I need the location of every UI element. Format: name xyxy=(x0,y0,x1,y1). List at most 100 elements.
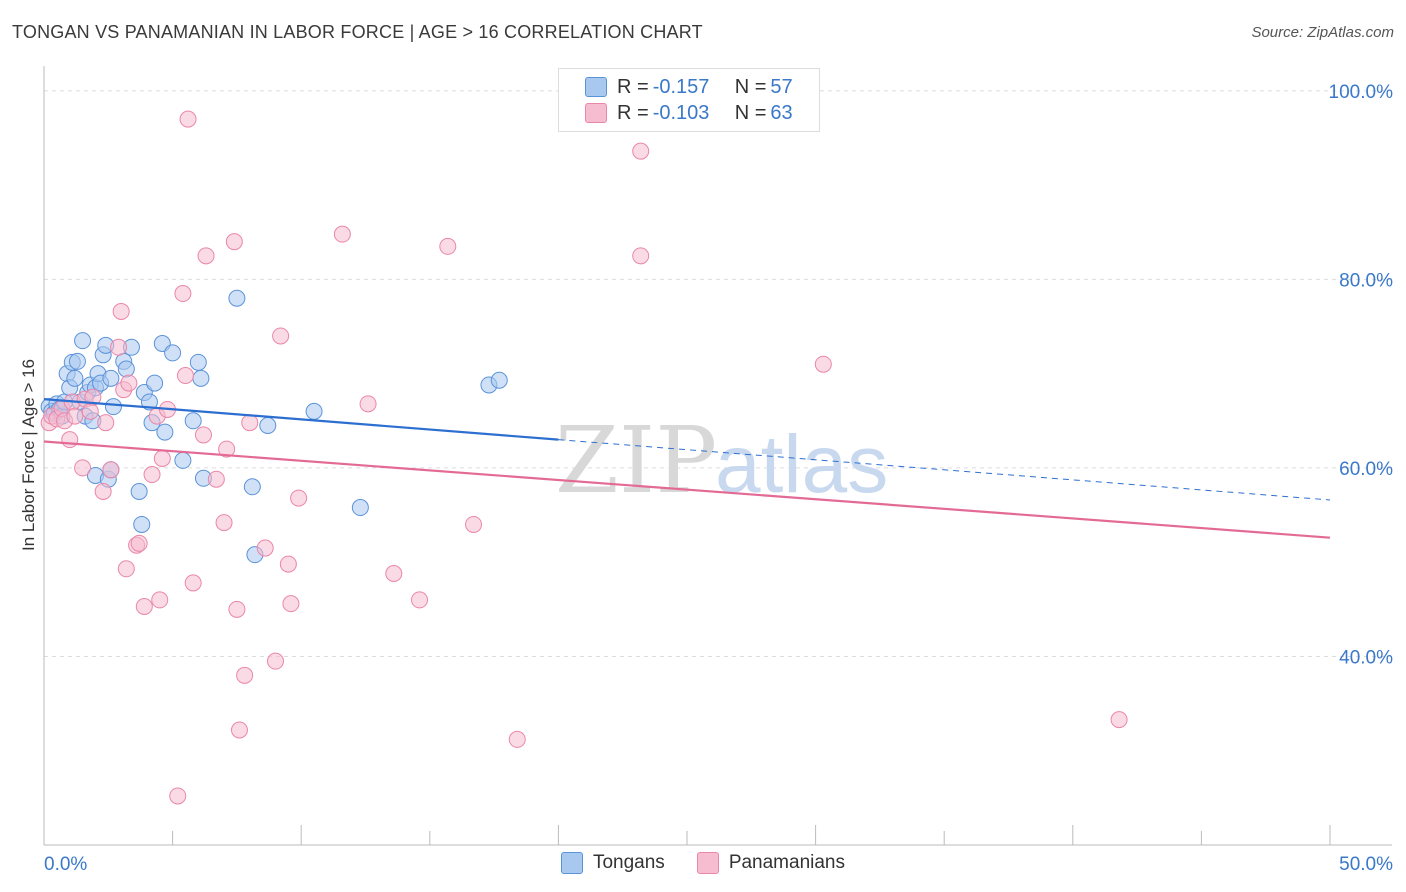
legend: Tongans Panamanians xyxy=(0,852,1406,874)
panamanian-point xyxy=(272,327,290,345)
tongan-point xyxy=(184,412,202,430)
panamanian-point xyxy=(508,730,526,748)
panamanian-point xyxy=(110,338,128,356)
panamanian-point xyxy=(97,414,115,432)
panamanian-point xyxy=(290,489,308,507)
r-label: R = xyxy=(617,101,649,124)
tongan-point xyxy=(146,374,164,392)
panamanian-point xyxy=(194,426,212,444)
tongan-point xyxy=(305,402,323,420)
chart-title: TONGAN VS PANAMANIAN IN LABOR FORCE | AG… xyxy=(12,22,703,42)
panamanian-point xyxy=(130,534,148,552)
y-tick-label: 60.0% xyxy=(1339,459,1393,480)
watermark-atlas: atlas xyxy=(715,419,888,510)
y-tick-labels: 40.0% 60.0% 80.0% 100.0% xyxy=(1329,82,1394,669)
panamanian-point xyxy=(465,515,483,533)
panamanian-point xyxy=(439,237,457,255)
y-tick-label: 40.0% xyxy=(1339,647,1393,668)
panamanian-point xyxy=(135,598,153,616)
y-tick-label: 100.0% xyxy=(1329,82,1394,103)
n-value-tongans: 57 xyxy=(770,75,793,98)
tongans-legend-swatch xyxy=(560,852,583,874)
legend-item-panamanians[interactable]: Panamanians xyxy=(696,852,846,874)
r-value-tongans: -0.157 xyxy=(652,75,710,98)
tongan-trend-line xyxy=(43,398,559,441)
panamanian-point xyxy=(169,787,187,805)
panamanian-point xyxy=(117,560,135,578)
panamanian-point xyxy=(143,466,161,484)
x-tick-label: 50.0% xyxy=(1339,854,1393,875)
tongan-trend-line-extension xyxy=(558,439,1331,501)
stats-row-tongans: R = -0.157 N = 57 xyxy=(585,74,793,100)
panamanian-point xyxy=(84,388,102,406)
panamanian-point xyxy=(207,470,225,488)
tongan-point xyxy=(133,515,151,533)
panamanian-point xyxy=(120,374,138,392)
tongan-point xyxy=(351,499,369,517)
tongan-point xyxy=(243,478,261,496)
r-value-panamanians: -0.103 xyxy=(652,101,710,124)
axes xyxy=(43,66,1392,846)
panamanian-point xyxy=(632,142,650,160)
stats-row-panamanians: R = -0.103 N = 63 xyxy=(585,100,793,126)
tongan-point xyxy=(66,369,84,387)
tongan-point xyxy=(117,360,135,378)
panamanians-legend-swatch xyxy=(696,852,719,874)
panamanian-point xyxy=(359,395,377,413)
n-label: N = xyxy=(734,101,767,124)
tongan-point xyxy=(189,353,207,371)
data-points xyxy=(40,110,1128,805)
panamanian-trend-line xyxy=(43,440,1331,539)
panamanian-point xyxy=(81,402,99,420)
trend-lines xyxy=(43,398,1331,539)
tongan-point xyxy=(74,332,92,350)
tongan-point xyxy=(174,451,192,469)
legend-item-tongans[interactable]: Tongans xyxy=(560,852,665,874)
legend-label-tongans: Tongans xyxy=(592,852,665,873)
panamanian-point xyxy=(241,414,259,432)
tongans-swatch xyxy=(585,77,607,97)
panamanian-point xyxy=(236,666,254,684)
gridlines xyxy=(44,90,1392,657)
panamanian-point xyxy=(174,285,192,303)
panamanian-point xyxy=(218,440,236,458)
panamanian-point xyxy=(411,591,429,609)
n-value-panamanians: 63 xyxy=(770,101,793,124)
panamanian-point xyxy=(184,574,202,592)
panamanian-point xyxy=(74,459,92,477)
y-tick-label: 80.0% xyxy=(1339,270,1393,291)
panamanian-point xyxy=(814,355,832,373)
panamanian-point xyxy=(153,450,171,467)
y-axis-label: In Labor Force | Age > 16 xyxy=(19,359,38,551)
panamanians-swatch xyxy=(585,103,607,123)
panamanian-point xyxy=(94,482,112,500)
panamanian-point xyxy=(228,600,246,618)
panamanian-point xyxy=(266,652,284,670)
panamanian-point xyxy=(230,721,248,739)
tongan-point xyxy=(104,398,122,416)
tongan-point xyxy=(140,393,158,411)
watermark-zip: ZIP xyxy=(555,407,717,514)
panamanian-point xyxy=(66,407,84,425)
tongan-point xyxy=(259,417,277,435)
n-label: N = xyxy=(734,75,767,98)
source-label: Source: ZipAtlas.com xyxy=(1251,24,1394,41)
tongan-point xyxy=(164,344,182,362)
r-label: R = xyxy=(617,75,649,98)
panamanian-point xyxy=(102,461,120,479)
panamanian-point xyxy=(112,302,130,320)
panamanian-point xyxy=(179,110,197,128)
panamanian-point xyxy=(1110,711,1128,729)
panamanian-point xyxy=(279,555,297,573)
tongan-point xyxy=(228,289,246,307)
x-tick-label: 0.0% xyxy=(44,854,87,875)
panamanian-point xyxy=(385,565,403,583)
panamanian-point xyxy=(632,247,650,265)
stats-legend: R = -0.157 N = 57 R = -0.103 N = 63 xyxy=(558,68,820,132)
legend-label-panamanians: Panamanians xyxy=(728,852,846,873)
panamanian-point xyxy=(333,225,351,243)
tongan-point xyxy=(156,423,174,441)
x-tick-labels: 0.0% 50.0% xyxy=(44,854,1393,875)
tongan-point xyxy=(68,352,86,370)
